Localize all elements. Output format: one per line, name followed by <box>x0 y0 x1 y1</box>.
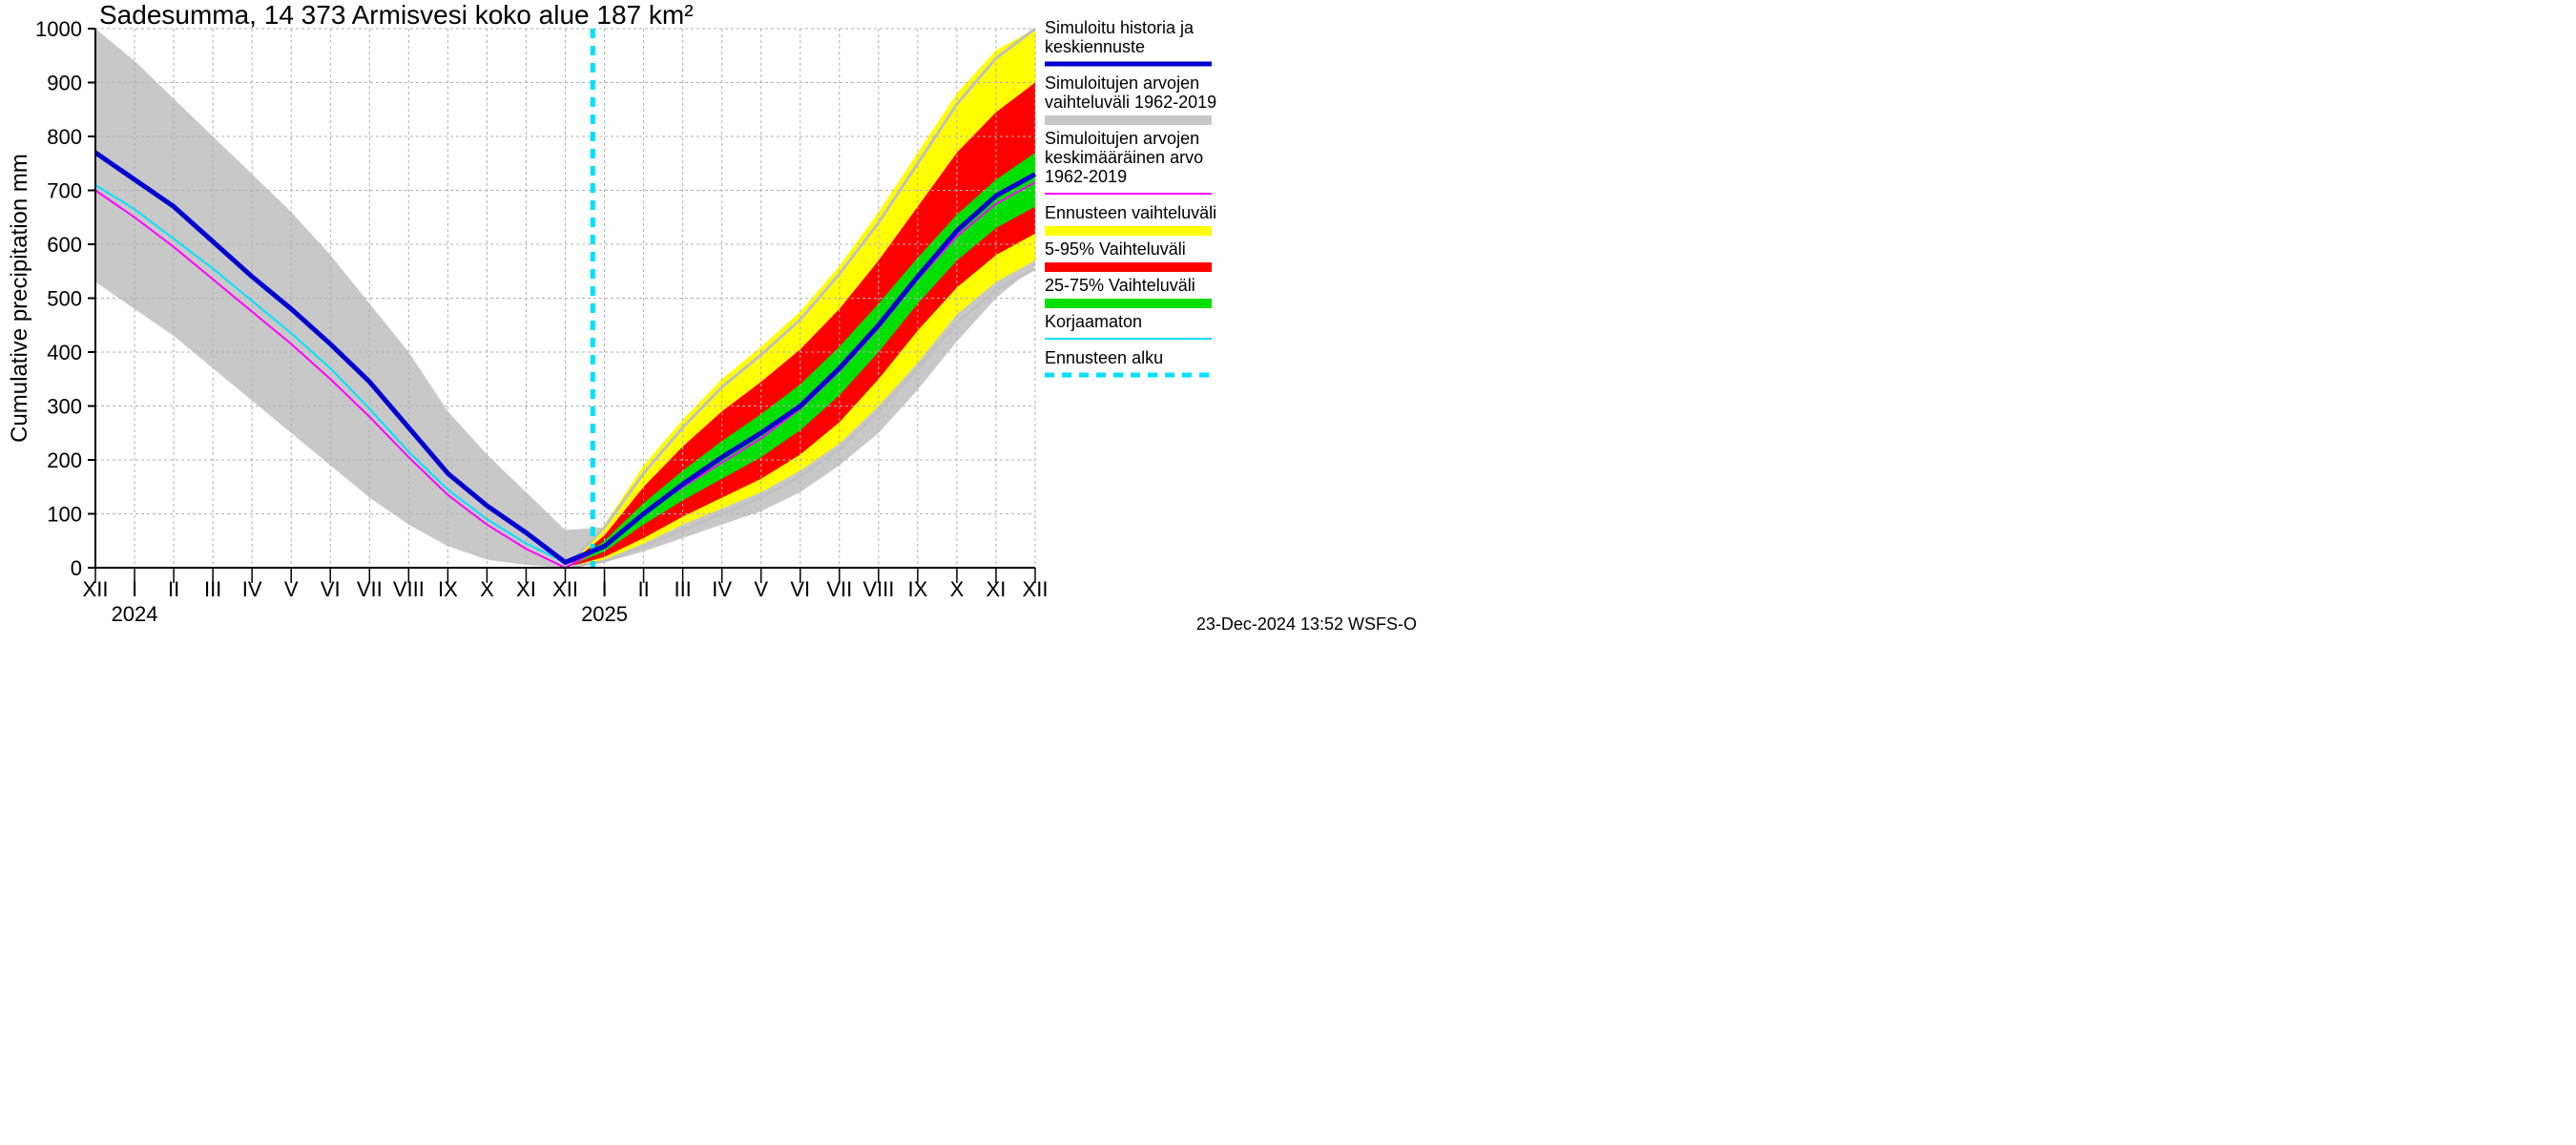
legend-label: keskimääräinen arvo <box>1045 148 1203 167</box>
x-month-label: V <box>754 577 768 601</box>
x-month-label: VII <box>357 577 383 601</box>
x-month-label: X <box>950 577 965 601</box>
legend-label: Ennusteen alku <box>1045 348 1163 367</box>
x-month-label: VII <box>826 577 852 601</box>
x-year-label: 2024 <box>112 602 158 626</box>
legend-label: 1962-2019 <box>1045 167 1127 186</box>
x-month-label: III <box>204 577 221 601</box>
x-month-label: X <box>480 577 494 601</box>
x-month-label: XI <box>516 577 536 601</box>
legend-label: vaihteluväli 1962-2019 <box>1045 93 1216 112</box>
x-month-label: V <box>284 577 299 601</box>
legend-label: Ennusteen vaihteluväli <box>1045 203 1216 222</box>
y-tick-label: 400 <box>47 341 82 364</box>
x-month-label: IX <box>907 577 927 601</box>
legend-swatch <box>1045 262 1212 272</box>
y-tick-label: 1000 <box>35 17 82 41</box>
y-tick-label: 100 <box>47 503 82 527</box>
x-month-label: IV <box>712 577 732 601</box>
legend-label: 25-75% Vaihteluväli <box>1045 276 1195 295</box>
y-tick-label: 200 <box>47 448 82 472</box>
y-tick-label: 900 <box>47 72 82 95</box>
legend-swatch <box>1045 299 1212 308</box>
x-year-label: 2025 <box>581 602 628 626</box>
x-month-label: XII <box>1023 577 1049 601</box>
x-month-label: II <box>637 577 649 601</box>
precipitation-chart: 01002003004005006007008009001000XIIIIIII… <box>0 0 1431 635</box>
legend-label: Simuloitujen arvojen <box>1045 129 1199 148</box>
y-tick-label: 800 <box>47 125 82 149</box>
legend-label: keskiennuste <box>1045 37 1145 56</box>
x-month-label: VI <box>321 577 341 601</box>
x-month-label: XII <box>83 577 109 601</box>
x-month-label: IX <box>438 577 458 601</box>
x-month-label: XII <box>552 577 578 601</box>
chart-footer: 23-Dec-2024 13:52 WSFS-O <box>1196 614 1417 634</box>
x-month-label: I <box>601 577 607 601</box>
legend-label: Simuloitujen arvojen <box>1045 73 1199 93</box>
x-month-label: IV <box>242 577 262 601</box>
x-month-label: II <box>168 577 179 601</box>
y-tick-label: 0 <box>71 556 82 580</box>
legend-label: Simuloitu historia ja <box>1045 18 1195 37</box>
legend-label: 5-95% Vaihteluväli <box>1045 239 1186 259</box>
x-month-label: VIII <box>862 577 894 601</box>
x-month-label: VIII <box>393 577 425 601</box>
y-axis-label: Cumulative precipitation mm <box>7 154 32 443</box>
chart-title: Sadesumma, 14 373 Armisvesi koko alue 18… <box>99 0 694 30</box>
x-month-label: XI <box>987 577 1007 601</box>
y-tick-label: 700 <box>47 179 82 203</box>
x-month-label: III <box>674 577 691 601</box>
y-tick-label: 500 <box>47 287 82 311</box>
x-month-label: VI <box>790 577 810 601</box>
y-tick-label: 600 <box>47 233 82 257</box>
x-month-label: I <box>132 577 137 601</box>
legend-label: Korjaamaton <box>1045 312 1142 331</box>
chart-container: 01002003004005006007008009001000XIIIIIII… <box>0 0 1431 635</box>
y-tick-label: 300 <box>47 395 82 419</box>
legend-swatch <box>1045 115 1212 125</box>
legend-swatch <box>1045 226 1212 236</box>
